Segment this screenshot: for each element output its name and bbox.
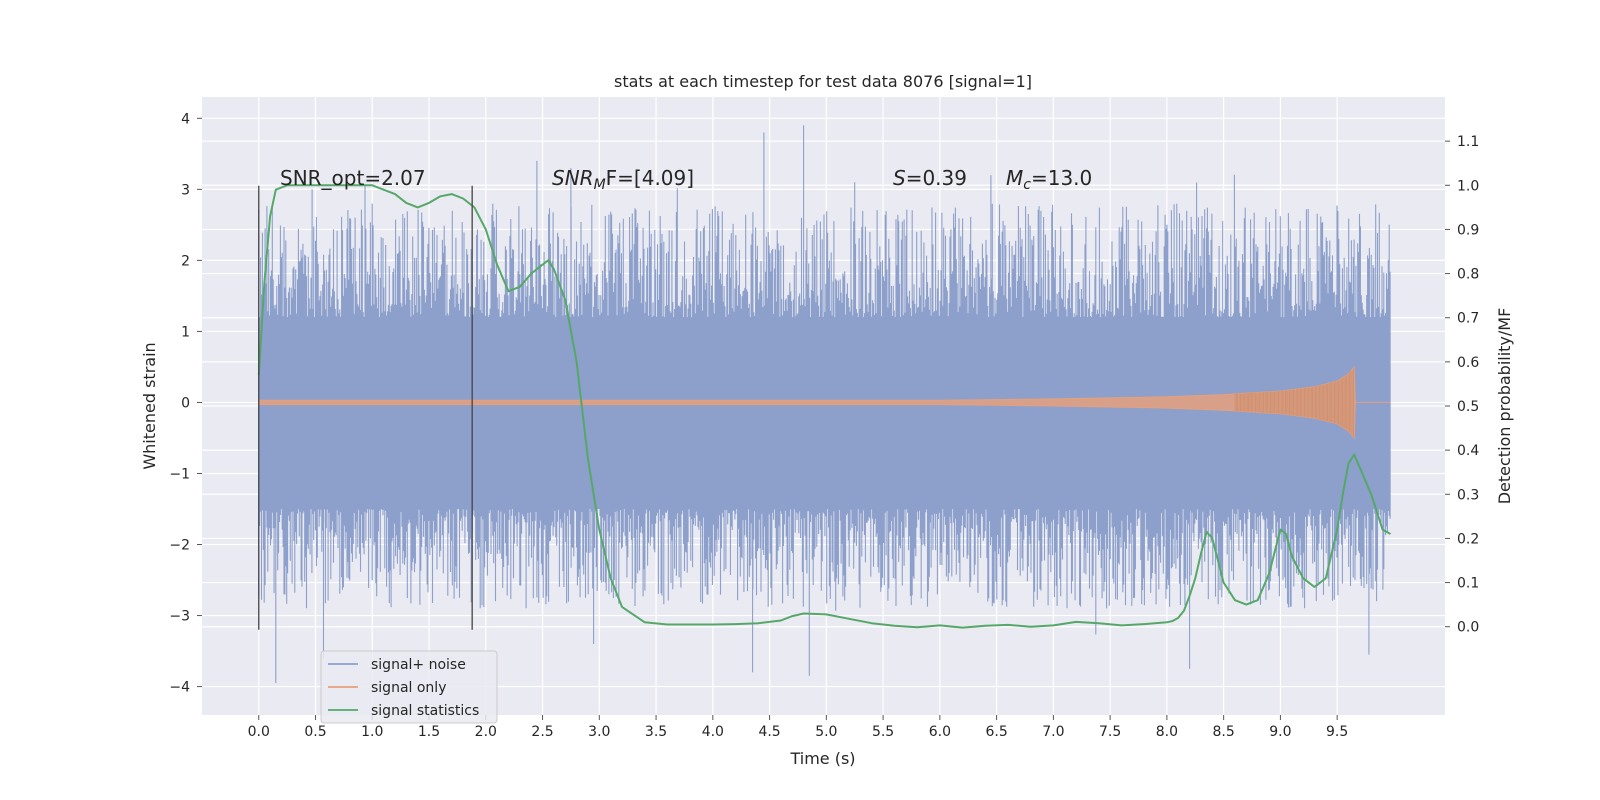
y-right-tick-label: 0.2 <box>1457 531 1479 547</box>
y-left-tick-label: −1 <box>169 466 190 482</box>
x-tick-label: 0.0 <box>248 724 270 740</box>
annotation-snr-opt: SNR_opt=2.07 <box>280 166 426 190</box>
legend-label-signal-noise: signal+ noise <box>371 657 466 673</box>
annotation-snr-mf: SNRMF=[4.09] <box>552 166 694 193</box>
x-tick-label: 8.0 <box>1156 724 1178 740</box>
legend: signal+ noise signal only signal statist… <box>321 651 497 723</box>
x-tick-label: 1.5 <box>418 724 440 740</box>
x-tick-label: 4.0 <box>702 724 724 740</box>
x-tick-label: 9.0 <box>1269 724 1291 740</box>
y-left-tick-label: 1 <box>181 324 190 340</box>
x-tick-label: 2.0 <box>475 724 497 740</box>
chart-title: stats at each timestep for test data 807… <box>614 72 1032 91</box>
legend-label-signal-only: signal only <box>371 680 446 696</box>
y-right-tick-label: 0.7 <box>1457 311 1479 327</box>
x-tick-label: 6.0 <box>929 724 951 740</box>
annotation-s: S=0.39 <box>893 166 967 190</box>
y-right-tick-label: 0.5 <box>1457 399 1479 415</box>
y-right-tick-label: 0.3 <box>1457 487 1479 503</box>
y-right-tick-label: 0.9 <box>1457 222 1479 238</box>
y-right-tick-label: 0.6 <box>1457 355 1479 371</box>
x-tick-label: 3.5 <box>645 724 667 740</box>
y-left-tick-label: −3 <box>169 609 190 625</box>
y-right-tick-label: 0.1 <box>1457 576 1479 592</box>
y-left-tick-label: 2 <box>181 253 190 269</box>
y-right-tick-label: 1.0 <box>1457 178 1479 194</box>
y-left-tick-label: 3 <box>181 182 190 198</box>
x-tick-label: 4.5 <box>758 724 780 740</box>
x-tick-label: 0.5 <box>304 724 326 740</box>
x-tick-label: 8.5 <box>1213 724 1235 740</box>
x-tick-label: 7.5 <box>1099 724 1121 740</box>
y-left-tick-label: −2 <box>169 538 190 554</box>
annotation-mc: Mc=13.0 <box>1006 166 1092 193</box>
x-tick-label: 5.0 <box>815 724 837 740</box>
y-left-tick-label: 0 <box>181 395 190 411</box>
x-tick-label: 6.5 <box>985 724 1007 740</box>
y-right-tick-label: 0.0 <box>1457 620 1479 636</box>
x-tick-label: 3.0 <box>588 724 610 740</box>
x-tick-label: 5.5 <box>872 724 894 740</box>
x-tick-label: 2.5 <box>531 724 553 740</box>
x-tick-label: 7.0 <box>1042 724 1064 740</box>
legend-label-signal-statistics: signal statistics <box>371 703 479 719</box>
y-left-tick-label: −4 <box>169 680 190 696</box>
y-axis-label-right: Detection probability/MF <box>1495 308 1514 505</box>
y-right-tick-label: 0.8 <box>1457 267 1479 283</box>
x-tick-label: 1.0 <box>361 724 383 740</box>
y-right-tick-label: 1.1 <box>1457 134 1479 150</box>
x-axis-label: Time (s) <box>789 749 855 768</box>
x-tick-label: 9.5 <box>1326 724 1348 740</box>
y-left-tick-label: 4 <box>181 111 190 127</box>
y-right-tick-label: 0.4 <box>1457 443 1479 459</box>
y-axis-label-left: Whitened strain <box>140 342 159 469</box>
